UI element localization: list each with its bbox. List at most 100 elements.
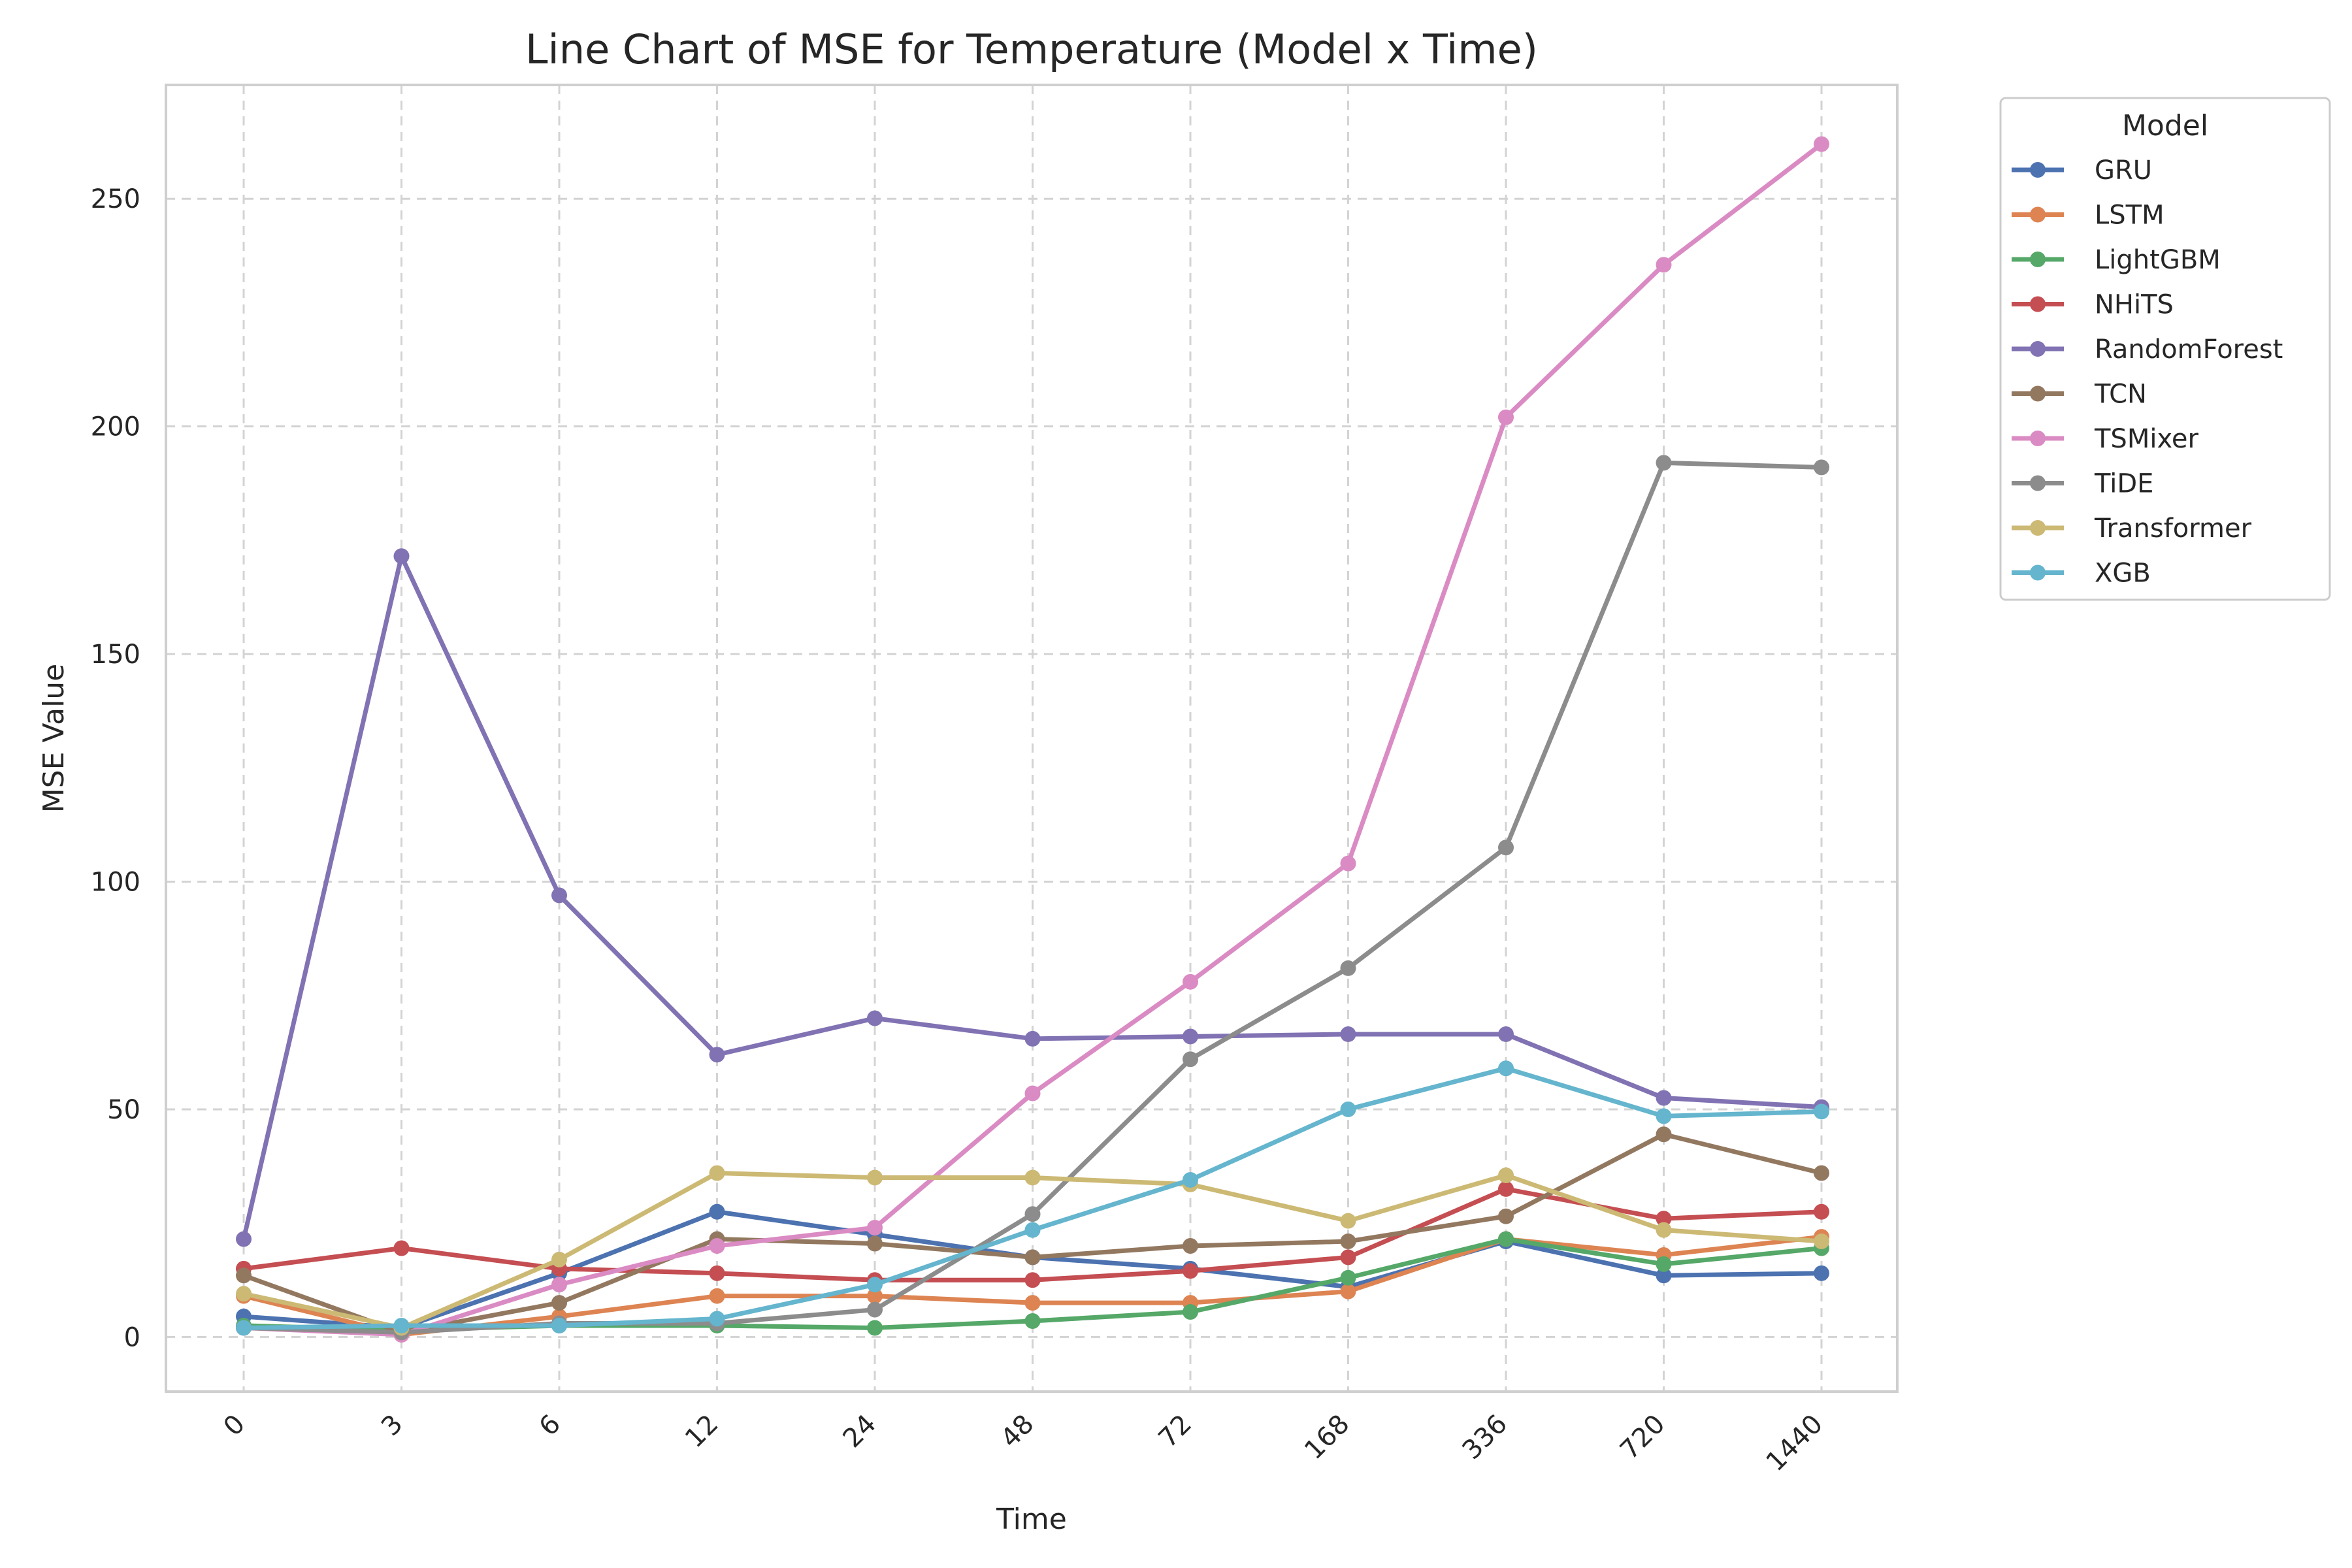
data-point-nhits: [1340, 1249, 1356, 1266]
data-point-lstm: [1024, 1295, 1041, 1311]
legend-swatch-marker: [2030, 475, 2046, 491]
data-point-randomforest: [867, 1010, 883, 1026]
data-point-xgb: [236, 1320, 252, 1336]
data-point-transformer: [709, 1165, 725, 1181]
y-tick-label: 100: [91, 868, 140, 898]
data-point-tide: [1814, 459, 1829, 476]
data-point-nhits: [1024, 1272, 1041, 1288]
data-point-tsmixer: [1340, 855, 1356, 872]
data-point-transformer: [1814, 1233, 1829, 1250]
data-point-nhits: [393, 1240, 410, 1256]
y-tick-label: 0: [124, 1322, 140, 1352]
plot-frame: [165, 84, 1899, 1393]
data-point-tcn: [1814, 1165, 1829, 1181]
data-point-tsmixer: [1814, 136, 1829, 152]
data-point-lightgbm: [867, 1320, 883, 1336]
data-point-lightgbm: [1340, 1269, 1356, 1286]
data-point-randomforest: [1340, 1026, 1356, 1042]
series-tsmixer: [236, 136, 1829, 1343]
data-point-randomforest: [236, 1231, 252, 1247]
data-point-transformer: [1340, 1213, 1356, 1229]
legend-item-lstm: LSTM: [2012, 201, 2164, 231]
data-point-xgb: [1024, 1222, 1041, 1238]
legend-swatch-marker: [2030, 341, 2046, 357]
legend-swatch-marker: [2030, 296, 2046, 312]
legend-label-nhits: NHiTS: [2095, 290, 2174, 320]
legend-label-tsmixer: TSMixer: [2094, 424, 2199, 454]
x-tick-label: 168: [1299, 1409, 1356, 1466]
x-tick-label: 0: [218, 1409, 252, 1443]
data-point-tide: [1340, 960, 1356, 976]
data-point-xgb: [1656, 1108, 1672, 1124]
data-point-xgb: [1814, 1103, 1829, 1120]
data-point-tsmixer: [709, 1238, 725, 1254]
series-randomforest: [236, 548, 1829, 1247]
legend-box: [1999, 97, 2331, 601]
legend-title: Model: [2122, 109, 2208, 142]
data-point-nhits: [1183, 1263, 1198, 1279]
legend-label-lstm: LSTM: [2095, 201, 2164, 231]
data-point-gru: [1814, 1265, 1829, 1281]
data-point-transformer: [867, 1169, 883, 1186]
data-point-tcn: [1340, 1233, 1356, 1250]
data-point-nhits: [709, 1265, 725, 1281]
y-tick-label: 250: [91, 184, 140, 214]
data-point-tide: [1183, 1051, 1198, 1068]
legend-label-tide: TiDE: [2094, 469, 2153, 499]
data-point-tcn: [551, 1295, 567, 1311]
legend-label-transformer: Transformer: [2094, 514, 2252, 544]
x-tick-label: 24: [838, 1409, 883, 1454]
y-tick-label: 150: [91, 640, 140, 670]
data-point-tide: [1656, 455, 1672, 471]
data-point-randomforest: [551, 887, 567, 904]
legend-label-gru: GRU: [2095, 155, 2152, 186]
data-point-nhits: [1814, 1203, 1829, 1220]
data-point-tsmixer: [867, 1220, 883, 1236]
legend-swatch-marker: [2030, 385, 2046, 402]
x-tick-label: 72: [1153, 1409, 1198, 1454]
data-point-tsmixer: [1498, 409, 1514, 425]
legend-label-tcn: TCN: [2094, 380, 2147, 410]
data-point-transformer: [1498, 1167, 1514, 1183]
data-point-tsmixer: [551, 1277, 567, 1293]
x-tick-label: 336: [1457, 1409, 1514, 1466]
data-point-randomforest: [1656, 1090, 1672, 1106]
data-point-lightgbm: [1183, 1304, 1198, 1320]
x-axis-label: Time: [996, 1503, 1067, 1536]
data-point-xgb: [551, 1317, 567, 1333]
legend-item-xgb: XGB: [2012, 559, 2151, 589]
data-point-lightgbm: [1498, 1231, 1514, 1247]
x-tick-label: 6: [534, 1409, 567, 1443]
data-point-tide: [867, 1301, 883, 1318]
chart-title: Line Chart of MSE for Temperature (Model…: [525, 25, 1538, 73]
grid: [166, 85, 1897, 1392]
data-point-xgb: [867, 1277, 883, 1293]
data-point-transformer: [236, 1286, 252, 1302]
legend-label-lightgbm: LightGBM: [2095, 245, 2221, 275]
data-point-randomforest: [709, 1047, 725, 1063]
y-tick-label: 200: [91, 412, 140, 442]
data-point-xgb: [393, 1317, 410, 1333]
legend-item-randomforest: RandomForest: [2012, 335, 2283, 365]
legend: Model GRU LSTM LightGBM NHiTS RandomForest TC…: [1999, 97, 2331, 601]
legend-swatch-marker: [2030, 162, 2046, 178]
data-point-transformer: [1656, 1222, 1672, 1238]
legend-item-tsmixer: TSMixer: [2012, 424, 2199, 454]
data-point-xgb: [1498, 1060, 1514, 1077]
data-point-randomforest: [1183, 1028, 1198, 1045]
legend-label-randomforest: RandomForest: [2095, 335, 2283, 365]
series-xgb: [236, 1060, 1829, 1336]
y-tick-label: 50: [107, 1095, 140, 1125]
legend-item-transformer: Transformer: [2012, 514, 2252, 544]
legend-swatch-marker: [2030, 431, 2046, 446]
data-point-xgb: [1340, 1101, 1356, 1117]
data-point-transformer: [551, 1251, 567, 1267]
legend-item-tcn: TCN: [2012, 380, 2147, 410]
data-point-tcn: [1024, 1249, 1041, 1266]
data-point-nhits: [1656, 1211, 1672, 1227]
x-tick-label: 720: [1614, 1409, 1671, 1466]
data-point-tsmixer: [1183, 973, 1198, 990]
data-point-xgb: [1183, 1171, 1198, 1188]
data-point-lightgbm: [1656, 1256, 1672, 1272]
